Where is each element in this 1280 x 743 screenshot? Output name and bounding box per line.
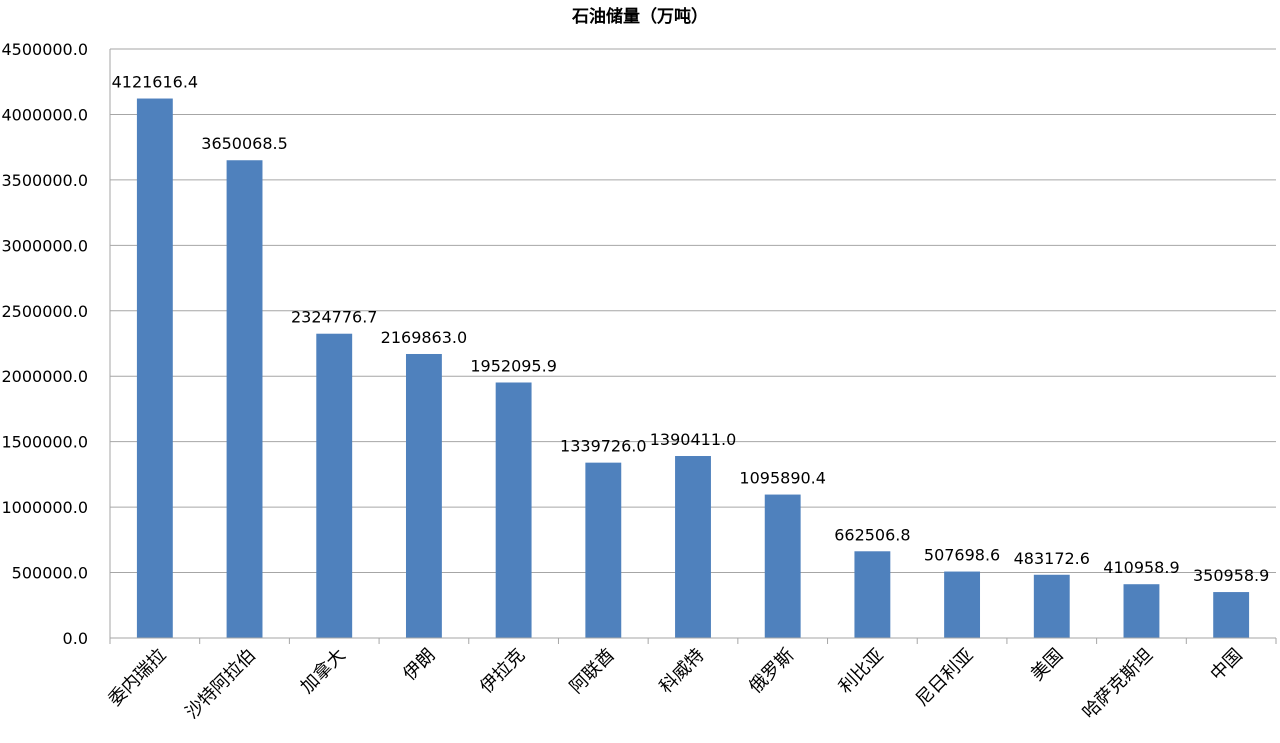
data-label: 1095890.4: [739, 469, 826, 488]
chart-title: 石油储量（万吨）: [571, 6, 708, 27]
y-tick-label: 2000000.0: [1, 367, 88, 386]
y-tick-label: 4000000.0: [1, 105, 88, 124]
gridlines: [110, 48, 1276, 574]
bar: [316, 333, 353, 638]
x-tick-label: 利比亚: [835, 645, 888, 698]
x-tick-label: 哈萨克斯坦: [1079, 645, 1157, 723]
x-tick-label: 尼日利亚: [912, 645, 978, 711]
data-label: 2324776.7: [291, 308, 378, 327]
bar: [944, 571, 981, 638]
bar: [136, 98, 173, 639]
y-axis-tick-labels: 0.0 500000.0 1000000.0 1500000.0 2000000.0 25…: [1, 40, 88, 648]
bar: [226, 160, 263, 638]
x-tick-label: 加拿大: [296, 644, 350, 698]
x-tick-label: 中国: [1206, 645, 1246, 685]
data-labels: 4121616.4 3650068.5 2324776.72169863.01952…: [112, 73, 1270, 586]
y-tick-label: 2500000.0: [1, 302, 88, 321]
data-label: 4121616.4: [112, 73, 199, 92]
data-label: 350958.9: [1193, 566, 1269, 585]
bar: [1213, 592, 1250, 638]
bars: [136, 98, 1250, 639]
data-label: 507698.6: [924, 546, 1000, 565]
y-tick-label: 1000000.0: [1, 498, 88, 517]
bar: [405, 353, 442, 638]
y-tick-label: 1500000.0: [1, 433, 88, 452]
x-axis-tick-labels: 委内瑞拉 沙特阿拉伯 加拿大 伊朗 伊拉克 阿联酋 科威特 俄罗斯 利比亚 尼日利亚 美国 哈萨克斯坦…: [105, 644, 1247, 723]
bar: [675, 456, 711, 638]
x-tick-label: 伊朗: [399, 645, 439, 685]
axes: [109, 49, 1277, 644]
data-label: 1339726.0: [560, 437, 647, 456]
x-tick-label: 沙特阿拉伯: [182, 645, 260, 723]
y-tick-label: 500000.0: [12, 564, 88, 583]
x-tick-label: 伊拉克: [476, 645, 529, 698]
y-tick-label: 3000000.0: [1, 236, 88, 255]
y-tick-label: 0.0: [63, 629, 88, 648]
data-label: 483172.6: [1014, 549, 1090, 568]
y-tick-label: 3500000.0: [1, 171, 88, 190]
data-label: 2169863.0: [381, 328, 468, 347]
x-tick-label: 美国: [1027, 645, 1067, 685]
bar: [1123, 584, 1160, 638]
x-tick-label: 俄罗斯: [745, 645, 798, 698]
x-tick-label: 阿联酋: [566, 645, 619, 698]
bar: [585, 462, 622, 638]
data-label: 410958.9: [1103, 558, 1179, 577]
y-tick-label: 4500000.0: [1, 40, 88, 59]
x-tick-label: 科威特: [656, 645, 709, 698]
x-tick-label: 委内瑞拉: [105, 645, 171, 711]
data-label: 662506.8: [834, 525, 910, 544]
data-label: 3650068.5: [201, 134, 288, 153]
bar: [1033, 574, 1070, 638]
bar: [854, 551, 891, 638]
data-label: 1952095.9: [470, 356, 557, 375]
data-label: 1390411.0: [650, 430, 737, 449]
bar: [764, 494, 801, 638]
bar: [495, 382, 532, 638]
